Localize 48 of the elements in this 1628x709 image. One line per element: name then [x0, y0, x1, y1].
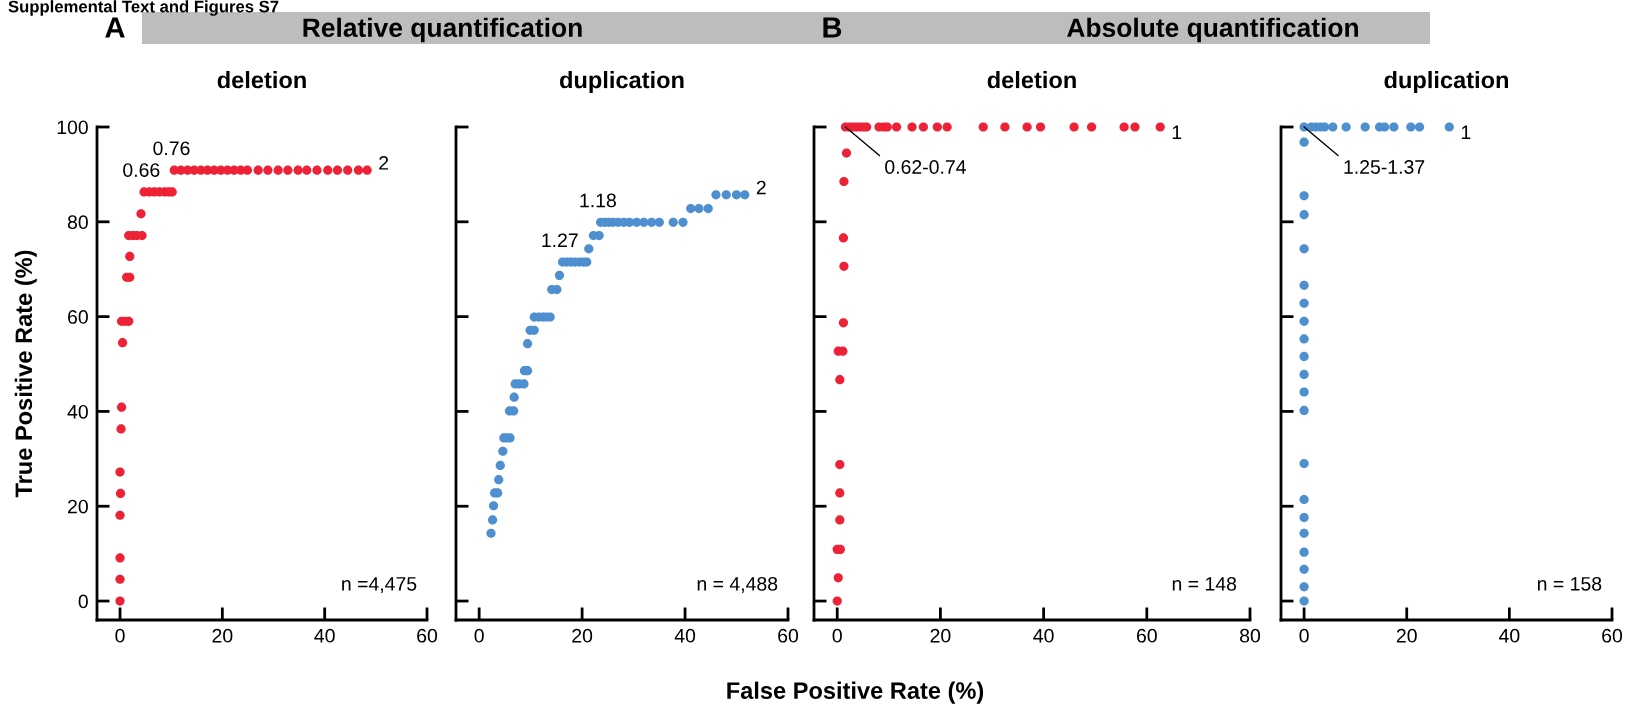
x-tick-label: 60	[778, 628, 799, 643]
y-tick-label: 60	[68, 310, 88, 324]
chart-title: duplication	[1384, 71, 1508, 94]
annotation: 1.27	[542, 233, 578, 247]
x-tick-label: 60	[1602, 628, 1623, 643]
chart-title: deletion	[987, 71, 1076, 89]
annotation: 0.66	[123, 163, 160, 177]
annotation: n = 148	[1172, 576, 1237, 591]
text: Supplemental Text and Figures S7	[8, 0, 279, 16]
annotation: n =4,475	[342, 577, 417, 594]
text: A	[105, 17, 125, 38]
annotation: 0.62-0.74	[885, 160, 966, 174]
x-tick-label: 0	[474, 628, 484, 643]
x-tick-label: 0	[832, 628, 842, 643]
y-tick-label: 0	[78, 594, 88, 609]
x-tick-label: 40	[674, 628, 696, 643]
annotation: 2	[756, 180, 766, 195]
x-tick-label: 20	[1396, 628, 1417, 643]
annotation: 2	[379, 156, 389, 170]
text: B	[823, 17, 842, 38]
text: Absolute quantification	[1067, 17, 1358, 43]
x-tick-label: 40	[1033, 628, 1054, 643]
annotation: n = 4,488	[697, 576, 778, 594]
x-tick-label: 80	[1240, 628, 1261, 643]
x-tick-label: 40	[1499, 628, 1520, 643]
x-tick-label: 0	[115, 628, 125, 643]
text: Relative quantification	[303, 17, 582, 43]
y-tick-label: 80	[67, 215, 88, 230]
x-tick-label: 20	[212, 628, 233, 643]
y-tick-label: 20	[68, 499, 88, 514]
y-tick-label: 100	[57, 120, 88, 135]
x-tick-label: 60	[1136, 628, 1157, 643]
x-axis-title: False Positive Rate (%)	[727, 681, 984, 704]
x-tick-label: 40	[314, 628, 335, 643]
annotation: 1.25-1.37	[1344, 160, 1425, 174]
y-tick-label: 40	[67, 404, 88, 419]
annotation: 0.76	[153, 141, 190, 156]
y-axis-title: True Positive Rate (%)	[14, 250, 37, 498]
x-tick-label: 20	[930, 628, 951, 643]
x-tick-label: 20	[572, 628, 593, 643]
annotation: 1.18	[580, 193, 616, 208]
x-tick-label: 0	[1299, 628, 1309, 643]
annotation: n = 158	[1537, 576, 1602, 591]
x-tick-label: 60	[417, 628, 438, 643]
chart-title: duplication	[560, 71, 684, 94]
annotation: 1	[1172, 125, 1182, 139]
annotation: 1	[1461, 125, 1471, 139]
chart-title: deletion	[217, 71, 306, 89]
